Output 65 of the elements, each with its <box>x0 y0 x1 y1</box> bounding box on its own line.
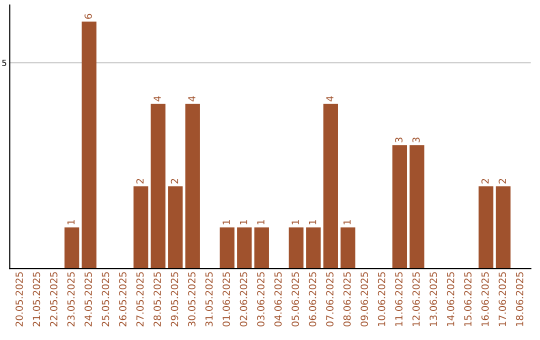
data-label: 4 <box>154 96 161 102</box>
x-tick-label: 20.05.2025 <box>16 272 23 326</box>
x-tick-label: 16.06.2025 <box>481 272 489 326</box>
bar <box>254 227 269 269</box>
bar <box>185 104 200 269</box>
data-label: 1 <box>67 220 75 224</box>
x-tick-label: 17.06.2025 <box>498 272 506 326</box>
bar <box>306 227 321 269</box>
data-label: 3 <box>412 138 420 142</box>
x-tick-label: 31.05.2025 <box>205 272 213 326</box>
bar <box>478 186 494 269</box>
x-tick-label: 18.06.2025 <box>516 272 524 326</box>
bar <box>64 227 80 269</box>
x-tick-label: 14.06.2025 <box>446 272 454 326</box>
x-tick-label: 27.05.2025 <box>136 272 144 326</box>
bar <box>323 104 338 269</box>
bar <box>150 104 166 269</box>
data-label: 1 <box>344 220 351 224</box>
x-tick-label: 26.05.2025 <box>119 272 126 326</box>
bar <box>168 186 183 269</box>
data-label: 2 <box>481 178 489 184</box>
bar <box>496 186 511 269</box>
x-tick-label: 15.06.2025 <box>464 272 472 326</box>
data-label: 6 <box>84 14 92 19</box>
x-tick-label: 03.06.2025 <box>257 272 264 326</box>
data-label: 1 <box>309 220 316 224</box>
data-label: 4 <box>188 96 196 102</box>
bar <box>410 145 424 269</box>
x-tick-label: 13.06.2025 <box>430 272 438 326</box>
x-tick-label: 11.06.2025 <box>395 272 403 326</box>
x-tick-label: 02.06.2025 <box>240 272 248 326</box>
x-tick-label: 25.05.2025 <box>102 272 110 326</box>
data-label: 2 <box>498 178 506 184</box>
x-tick-label: 29.05.2025 <box>170 272 178 326</box>
bar <box>82 22 96 269</box>
data-label: 1 <box>292 220 299 224</box>
data-label: 2 <box>170 178 178 184</box>
bar <box>288 227 304 269</box>
x-tick-label: 21.05.2025 <box>32 272 40 326</box>
data-label: 1 <box>240 220 248 224</box>
x-tick-label: 24.05.2025 <box>84 272 92 326</box>
x-tick-label: 05.06.2025 <box>292 272 299 326</box>
data-label: 2 <box>136 178 144 184</box>
x-tick-label: 22.05.2025 <box>50 272 58 326</box>
x-tick-label: 23.05.2025 <box>67 272 75 326</box>
data-label: 3 <box>395 138 403 142</box>
x-tick-label: 09.06.2025 <box>360 272 368 326</box>
x-tick-label: 10.06.2025 <box>378 272 386 326</box>
y-tick-label: 5 <box>2 60 6 66</box>
x-tick-label: 04.06.2025 <box>274 272 282 326</box>
data-label: 1 <box>222 220 230 224</box>
x-tick-label: 01.06.2025 <box>222 272 230 326</box>
x-tick-label: 07.06.2025 <box>326 272 334 326</box>
bar <box>220 227 234 269</box>
bar <box>134 186 148 269</box>
bar <box>237 227 252 269</box>
bar <box>340 227 356 269</box>
data-label: 1 <box>257 220 264 224</box>
x-tick-label: 06.06.2025 <box>308 272 316 326</box>
bar <box>392 145 408 269</box>
x-tick-label: 28.05.2025 <box>154 272 161 326</box>
x-tick-label: 12.06.2025 <box>412 272 420 326</box>
x-tick-label: 30.05.2025 <box>188 272 196 326</box>
data-label: 4 <box>326 96 334 102</box>
x-tick-label: 08.06.2025 <box>343 272 351 326</box>
